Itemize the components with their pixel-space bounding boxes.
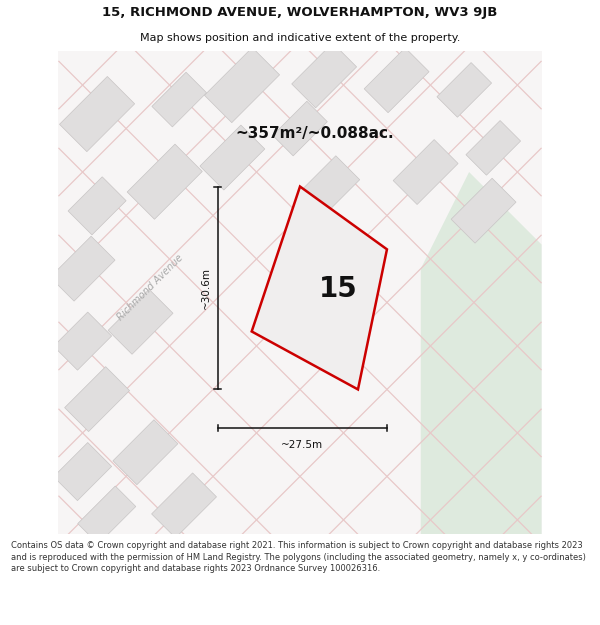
Polygon shape (272, 101, 328, 156)
Text: Map shows position and indicative extent of the property.: Map shows position and indicative extent… (140, 33, 460, 44)
Polygon shape (451, 178, 516, 243)
Polygon shape (393, 139, 458, 204)
Polygon shape (200, 125, 265, 190)
Text: ~27.5m: ~27.5m (281, 440, 323, 450)
Polygon shape (53, 312, 112, 370)
Text: 15, RICHMOND AVENUE, WOLVERHAMPTON, WV3 9JB: 15, RICHMOND AVENUE, WOLVERHAMPTON, WV3 … (103, 6, 497, 19)
Polygon shape (108, 289, 173, 354)
Polygon shape (113, 420, 178, 485)
Polygon shape (466, 121, 521, 175)
Polygon shape (65, 367, 130, 431)
Polygon shape (205, 48, 280, 122)
Polygon shape (152, 72, 206, 127)
Polygon shape (127, 144, 202, 219)
Text: Richmond Avenue: Richmond Avenue (115, 253, 185, 323)
Polygon shape (437, 62, 491, 118)
Polygon shape (78, 486, 136, 544)
Polygon shape (68, 177, 126, 235)
Text: ~357m²/~0.088ac.: ~357m²/~0.088ac. (235, 126, 394, 141)
Text: 15: 15 (319, 275, 358, 303)
Polygon shape (50, 236, 115, 301)
Polygon shape (292, 43, 356, 108)
Polygon shape (152, 473, 217, 538)
Polygon shape (53, 442, 112, 501)
Text: Contains OS data © Crown copyright and database right 2021. This information is : Contains OS data © Crown copyright and d… (11, 541, 586, 573)
Polygon shape (298, 156, 360, 218)
Polygon shape (421, 172, 542, 534)
Polygon shape (364, 48, 429, 112)
Polygon shape (59, 76, 134, 152)
Polygon shape (251, 186, 387, 389)
Text: ~30.6m: ~30.6m (200, 267, 211, 309)
